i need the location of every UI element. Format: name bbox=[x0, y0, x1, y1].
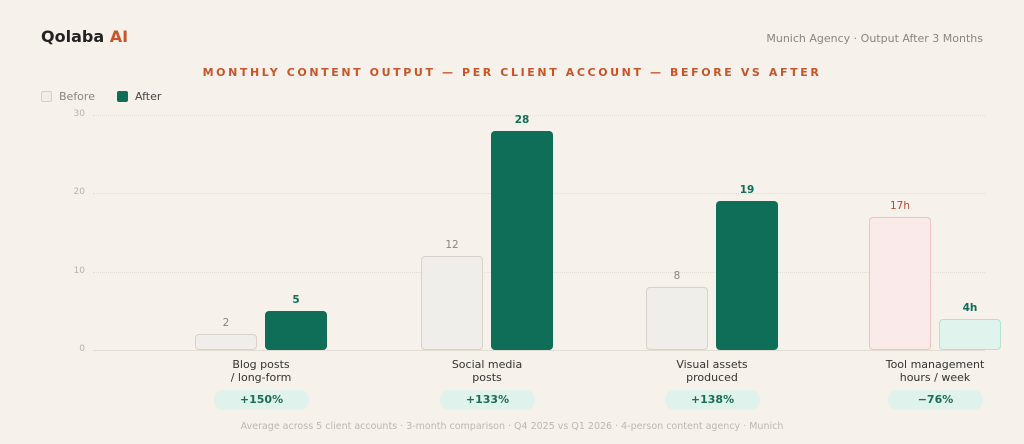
legend-swatch-after bbox=[116, 91, 128, 102]
category-label: Blog posts / long-form bbox=[230, 358, 292, 384]
bar-before bbox=[646, 287, 708, 350]
legend-label-before: Before bbox=[59, 90, 95, 103]
bar-after bbox=[491, 130, 553, 350]
change-badge: +133% bbox=[440, 390, 535, 410]
gridline bbox=[93, 115, 985, 116]
header-subtitle: Munich Agency · Output After 3 Months bbox=[766, 32, 983, 45]
value-label: 19 bbox=[739, 184, 755, 197]
brand-name: Qolaba bbox=[41, 27, 105, 46]
y-tick-label: 0 bbox=[79, 344, 85, 354]
legend-swatch-before bbox=[41, 91, 52, 102]
change-badge: −76% bbox=[888, 390, 983, 410]
value-label: 2 bbox=[222, 317, 230, 330]
bar-before bbox=[869, 216, 931, 350]
value-label: 17h bbox=[889, 199, 910, 212]
brand-logo: Qolaba AI bbox=[41, 27, 128, 46]
change-badge: +138% bbox=[665, 390, 760, 410]
bar-before bbox=[421, 256, 483, 350]
value-label: 8 bbox=[673, 270, 681, 283]
legend-label-after: After bbox=[134, 90, 162, 103]
bar-before bbox=[195, 334, 257, 350]
bar-after bbox=[265, 310, 327, 350]
gridline bbox=[93, 350, 985, 351]
chart-title: MONTHLY CONTENT OUTPUT — PER CLIENT ACCO… bbox=[202, 66, 822, 79]
value-label: 5 bbox=[292, 293, 300, 306]
brand-accent: AI bbox=[109, 27, 129, 46]
bar-after bbox=[716, 201, 778, 350]
footnote: Average across 5 client accounts · 3-mon… bbox=[240, 421, 784, 432]
y-tick-label: 30 bbox=[73, 109, 85, 119]
value-label: 4h bbox=[962, 301, 978, 314]
bar-after bbox=[939, 318, 1001, 350]
y-tick-label: 10 bbox=[73, 265, 85, 276]
y-tick-label: 20 bbox=[73, 187, 85, 198]
value-label: 12 bbox=[445, 239, 459, 251]
value-label: 28 bbox=[514, 113, 530, 126]
legend-item-before: Before bbox=[41, 90, 95, 103]
category-label: Visual assets produced bbox=[676, 358, 748, 384]
chart-legend: Before After bbox=[41, 90, 183, 103]
category-label: Tool management hours / week bbox=[885, 358, 985, 384]
change-badge: +150% bbox=[214, 390, 309, 410]
legend-item-after: After bbox=[116, 90, 162, 103]
category-label: Social media posts bbox=[451, 358, 523, 384]
